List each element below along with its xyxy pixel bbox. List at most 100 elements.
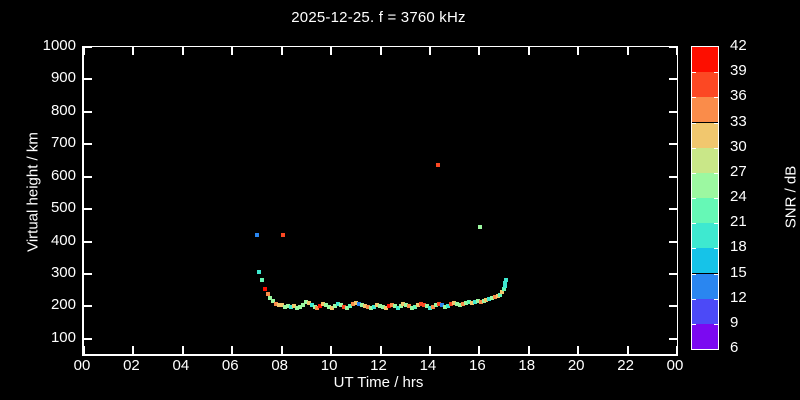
colorbar-tick-label: 9 bbox=[730, 313, 739, 331]
colorbar-band bbox=[692, 248, 718, 274]
x-tick bbox=[527, 346, 530, 354]
x-tick bbox=[181, 346, 184, 354]
x-tick-label: 06 bbox=[221, 357, 239, 374]
data-point bbox=[362, 303, 367, 308]
x-tick-label: 00 bbox=[666, 357, 684, 374]
colorbar-tick bbox=[714, 97, 718, 99]
y-tick-label: 900 bbox=[50, 69, 76, 87]
colorbar-tick bbox=[692, 323, 696, 325]
y-tick-label: 500 bbox=[50, 199, 76, 217]
y-tick-label: 600 bbox=[50, 166, 76, 184]
data-point bbox=[377, 303, 382, 308]
y-tick-right bbox=[669, 110, 677, 113]
data-point bbox=[306, 300, 311, 305]
colorbar-tick bbox=[714, 298, 718, 300]
colorbar-tick bbox=[714, 122, 718, 124]
y-tick-right bbox=[669, 143, 677, 146]
data-point bbox=[437, 301, 442, 306]
colorbar-tick bbox=[692, 122, 696, 124]
x-tick bbox=[478, 346, 481, 354]
data-point bbox=[342, 304, 347, 309]
data-point bbox=[490, 295, 495, 300]
colorbar-band bbox=[692, 273, 718, 299]
data-point bbox=[321, 301, 326, 306]
colorbar-band bbox=[692, 223, 718, 249]
x-tick bbox=[231, 346, 234, 354]
colorbar-band bbox=[692, 122, 718, 148]
data-point bbox=[413, 304, 418, 309]
data-point bbox=[401, 301, 406, 306]
colorbar-band bbox=[692, 72, 718, 98]
data-point bbox=[503, 281, 508, 285]
y-tick-right bbox=[669, 240, 677, 243]
data-point bbox=[315, 305, 320, 310]
colorbar-band bbox=[692, 47, 718, 73]
data-point bbox=[478, 224, 483, 229]
x-tick bbox=[280, 346, 283, 354]
colorbar-tick bbox=[692, 147, 696, 149]
data-point bbox=[469, 300, 474, 305]
x-tick-top bbox=[280, 47, 283, 55]
data-point bbox=[457, 302, 462, 307]
colorbar-tick-label: 12 bbox=[730, 288, 747, 306]
x-tick-top bbox=[428, 47, 431, 55]
data-point bbox=[481, 298, 486, 303]
data-point bbox=[339, 302, 344, 307]
colorbar-tick bbox=[714, 198, 718, 199]
y-tick bbox=[84, 110, 92, 113]
colorbar-tick-label: 39 bbox=[730, 62, 747, 80]
x-tick bbox=[626, 346, 629, 354]
colorbar-tick bbox=[692, 198, 696, 199]
data-point bbox=[333, 303, 338, 308]
colorbar-tick-label: 15 bbox=[730, 263, 747, 281]
data-point bbox=[501, 287, 506, 292]
x-tick bbox=[428, 346, 431, 354]
data-point bbox=[324, 302, 329, 307]
colorbar-band bbox=[692, 172, 718, 198]
colorbar-label: SNR / dB bbox=[782, 165, 800, 229]
x-tick-label: 08 bbox=[271, 357, 288, 374]
y-tick bbox=[84, 305, 92, 308]
y-tick-label: 300 bbox=[50, 263, 76, 281]
x-tick bbox=[379, 346, 382, 354]
colorbar-tick bbox=[714, 273, 718, 275]
x-axis-label: UT Time / hrs bbox=[333, 374, 424, 391]
data-point bbox=[386, 303, 391, 308]
y-tick-right bbox=[669, 175, 677, 178]
colorbar bbox=[691, 46, 719, 350]
data-point bbox=[288, 304, 293, 309]
x-tick-label: 18 bbox=[518, 357, 536, 374]
colorbar-band bbox=[692, 97, 718, 123]
data-point bbox=[404, 302, 409, 307]
data-point bbox=[271, 298, 276, 303]
data-point bbox=[504, 278, 509, 283]
data-point bbox=[330, 305, 335, 310]
x-tick-label: 02 bbox=[123, 357, 140, 374]
colorbar-tick bbox=[714, 172, 718, 174]
data-point bbox=[279, 302, 284, 307]
colorbar-tick bbox=[714, 147, 718, 149]
data-point bbox=[257, 269, 262, 274]
data-point bbox=[276, 302, 281, 307]
colorbar-tick bbox=[692, 273, 696, 275]
y-tick-label: 700 bbox=[50, 134, 76, 152]
y-tick-label: 200 bbox=[50, 296, 76, 314]
x-tick bbox=[676, 346, 678, 354]
colorbar-tick-label: 24 bbox=[730, 188, 747, 205]
colorbar-tick-label: 6 bbox=[730, 339, 739, 356]
x-tick-top bbox=[577, 47, 580, 55]
data-point bbox=[436, 162, 441, 167]
y-tick bbox=[84, 78, 92, 81]
data-point bbox=[345, 305, 350, 310]
y-tick-right bbox=[669, 305, 677, 308]
data-point bbox=[484, 297, 489, 302]
y-tick bbox=[84, 337, 92, 340]
colorbar-tick bbox=[714, 248, 718, 250]
colorbar-tick-label: 18 bbox=[730, 238, 747, 256]
colorbar-band bbox=[692, 198, 718, 224]
data-point bbox=[268, 295, 273, 300]
x-tick-label: 16 bbox=[468, 357, 486, 374]
y-axis-label: Virtual height / km bbox=[24, 132, 42, 252]
data-point bbox=[273, 301, 278, 306]
data-point bbox=[493, 294, 498, 299]
